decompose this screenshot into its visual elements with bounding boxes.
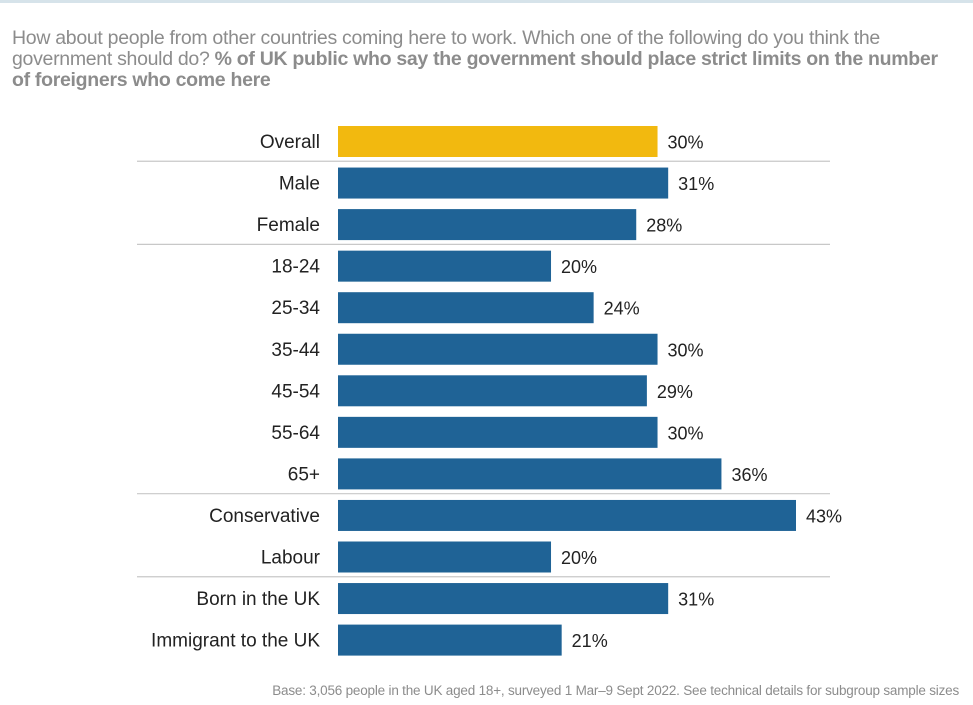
bar-35-44 — [338, 333, 658, 365]
value-label-female: 28% — [646, 216, 682, 236]
bar-45-54 — [338, 375, 647, 407]
value-label-born-in-the-uk: 31% — [678, 590, 714, 610]
category-label-overall: Overall — [260, 132, 320, 153]
category-label-immigrant-to-the-uk: Immigrant to the UK — [151, 631, 320, 652]
category-label-25-34: 25-34 — [271, 298, 320, 319]
value-label-18-24: 20% — [561, 257, 597, 277]
category-label-born-in-the-uk: Born in the UK — [196, 589, 320, 610]
bar-18-24 — [338, 250, 552, 282]
bar-labour — [338, 541, 552, 573]
category-label-55-64: 55-64 — [271, 423, 320, 444]
footnote: Base: 3,056 people in the UK aged 18+, s… — [272, 683, 959, 698]
top-rule — [0, 0, 973, 3]
bar-conservative — [338, 499, 796, 531]
bar-female — [338, 209, 637, 241]
question-emphasis: % of UK public who say the government sh… — [12, 48, 938, 91]
category-label-female: Female — [257, 215, 320, 236]
category-label-18-24: 18-24 — [271, 257, 320, 278]
value-label-labour: 20% — [561, 548, 597, 568]
bar-55-64 — [338, 416, 658, 448]
bar-25-34 — [338, 292, 594, 324]
value-label-male: 31% — [678, 174, 714, 194]
bar-immigrant-to-the-uk — [338, 624, 562, 656]
category-label-male: Male — [279, 174, 320, 195]
value-label-immigrant-to-the-uk: 21% — [572, 631, 608, 651]
bar-male — [338, 167, 669, 199]
bar-overall — [338, 126, 658, 157]
value-label-conservative: 43% — [806, 506, 842, 526]
value-label-65: 36% — [731, 465, 767, 485]
category-label-35-44: 35-44 — [271, 340, 320, 361]
question-text: How about people from other countries co… — [12, 27, 880, 70]
category-label-labour: Labour — [261, 548, 321, 569]
category-label-45-54: 45-54 — [271, 381, 320, 402]
value-label-35-44: 30% — [668, 340, 704, 360]
value-label-55-64: 30% — [668, 423, 704, 443]
bar-born-in-the-uk — [338, 583, 669, 615]
value-label-overall: 30% — [668, 133, 704, 153]
bar-65 — [338, 458, 722, 490]
category-label-conservative: Conservative — [209, 506, 320, 527]
value-label-25-34: 24% — [604, 299, 640, 319]
value-label-45-54: 29% — [657, 382, 693, 402]
chart-title: How about people from other countries co… — [12, 28, 952, 91]
category-label-65: 65+ — [288, 464, 320, 485]
